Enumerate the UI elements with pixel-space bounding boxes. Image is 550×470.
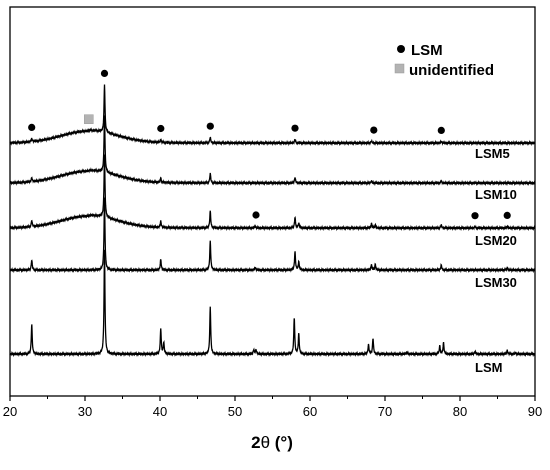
lsm-peak-marker (503, 211, 511, 219)
lsm-peak-marker (252, 211, 260, 219)
series-label-lsm10: LSM10 (475, 187, 517, 202)
legend-unidentified-marker (394, 63, 405, 74)
lsm-peak-marker (291, 124, 299, 132)
unidentified-peak-marker (84, 114, 94, 124)
lsm-peak-marker (157, 124, 165, 133)
lsm-peak-marker (370, 126, 378, 134)
peak-marker-annotations (28, 69, 511, 220)
series-label-lsm5: LSM5 (475, 146, 510, 161)
lsm-peak-marker (206, 122, 214, 130)
trace-lsm (9, 249, 536, 358)
trace-lsm10 (9, 115, 536, 187)
x-tick-label: 70 (378, 404, 392, 419)
x-tick-label: 40 (153, 404, 167, 419)
x-axis-title: 2θ (°) (251, 433, 293, 452)
legend-lsm-label: LSM (411, 42, 443, 59)
legend-unidentified-label: unidentified (409, 62, 494, 79)
x-tick-label: 50 (228, 404, 242, 419)
diffraction-traces (9, 84, 536, 358)
lsm-peak-marker (437, 126, 445, 134)
lsm-peak-marker (100, 69, 109, 77)
series-label-lsm: LSM (475, 360, 502, 375)
legend-lsm-marker (397, 45, 405, 53)
x-tick-label: 30 (78, 404, 92, 419)
trace-lsm20 (9, 154, 536, 232)
x-tick-label: 90 (528, 404, 542, 419)
trace-lsm5 (9, 84, 536, 147)
legend: LSM unidentified (394, 42, 494, 79)
x-tick-label: 20 (3, 404, 17, 419)
series-label-lsm30: LSM30 (475, 275, 517, 290)
x-tick-label: 60 (303, 404, 317, 419)
lsm-peak-marker (471, 212, 479, 220)
lsm-peak-marker (28, 123, 36, 131)
x-tick-label: 80 (453, 404, 467, 419)
series-label-lsm20: LSM20 (475, 233, 517, 248)
trace-lsm30 (9, 197, 536, 274)
series-labels: LSM5 LSM10 LSM20 LSM30 LSM (475, 146, 517, 375)
x-axis-ticks: 20 30 40 50 60 70 80 90 (3, 396, 542, 419)
